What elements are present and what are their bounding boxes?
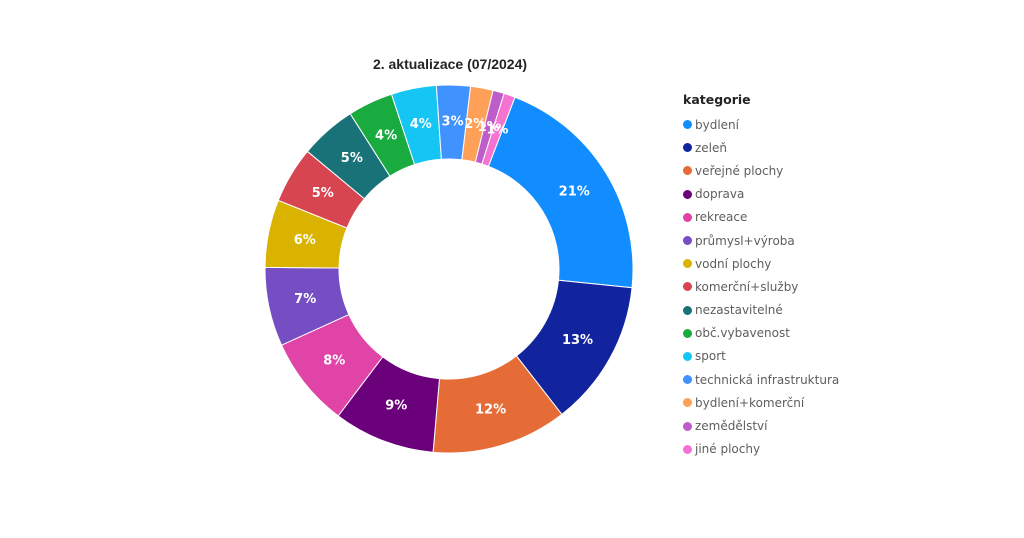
slice-labels-group: 21% 13% 12% 9% 8% 7% 6% 5% 5% 4% 4% 3% 2%1%1%	[294, 115, 593, 418]
legend-item[interactable]: bydlení	[683, 113, 943, 136]
legend-color-dot	[683, 328, 692, 338]
legend-color-dot	[683, 189, 692, 199]
slices-group	[264, 84, 634, 454]
legend-item[interactable]: zemědělství	[683, 414, 943, 437]
legend-color-dot	[683, 444, 692, 454]
legend-item[interactable]: nezastavitelné	[683, 299, 943, 322]
legend-items: bydlení zeleň veřejné plochy doprava rekreac…	[683, 113, 943, 461]
slice-data-label: 3%	[442, 115, 464, 130]
legend-color-dot	[683, 282, 692, 292]
legend-label: bydlení	[695, 117, 739, 132]
legend-label: obč.vybavenost	[695, 326, 790, 341]
legend-item[interactable]: bydlení+komerční	[683, 391, 943, 414]
legend-label: bydlení+komerční	[695, 395, 805, 410]
legend-label: veřejné plochy	[695, 163, 784, 178]
legend-item[interactable]: jiné plochy	[683, 438, 943, 461]
legend-item[interactable]: sport	[683, 345, 943, 368]
legend-color-dot	[683, 351, 692, 361]
chart-title: 2. aktualizace (07/2024)	[372, 56, 528, 72]
donut-slice[interactable]	[487, 96, 634, 289]
legend-color-dot	[683, 236, 692, 246]
slice-data-label: 4%	[410, 117, 432, 132]
legend-label: sport	[695, 349, 726, 364]
legend-label: doprava	[695, 187, 745, 202]
legend-label: jiné plochy	[695, 442, 761, 457]
slice-data-label: 4%	[375, 129, 397, 144]
slice-data-label: 13%	[562, 333, 593, 348]
legend-color-dot	[683, 421, 692, 431]
legend-label: nezastavitelné	[695, 303, 783, 318]
legend-label: zemědělství	[695, 419, 768, 434]
slice-data-label: 21%	[559, 185, 590, 200]
legend-label: vodní plochy	[695, 256, 772, 271]
legend-item[interactable]: doprava	[683, 183, 943, 206]
legend-label: rekreace	[695, 210, 748, 225]
legend-color-dot	[683, 398, 692, 408]
legend-label: zeleň	[695, 140, 728, 155]
legend-item[interactable]: technická infrastruktura	[683, 368, 943, 391]
slice-data-label: 5%	[312, 186, 334, 201]
legend-color-dot	[683, 259, 692, 269]
legend-item[interactable]: vodní plochy	[683, 252, 943, 275]
legend-color-dot	[683, 375, 692, 385]
legend: kategorie bydlení zeleň veřejné plochy dopr…	[683, 92, 943, 461]
slice-data-label: 5%	[341, 151, 363, 166]
legend-label: komerční+služby	[695, 279, 799, 294]
legend-color-dot	[683, 212, 692, 222]
slice-data-label: 6%	[294, 233, 316, 248]
slice-data-label: 9%	[385, 399, 407, 414]
legend-color-dot	[683, 166, 692, 176]
legend-item[interactable]: zeleň	[683, 136, 943, 159]
donut-slice[interactable]	[481, 92, 516, 167]
legend-title: kategorie	[683, 92, 751, 107]
legend-label: technická infrastruktura	[695, 372, 840, 387]
legend-item[interactable]: komerční+služby	[683, 275, 943, 298]
legend-color-dot	[683, 120, 692, 130]
slice-data-label: 12%	[475, 403, 506, 418]
legend-item[interactable]: obč.vybavenost	[683, 322, 943, 345]
slice-data-label: 1%	[478, 120, 500, 135]
legend-label: průmysl+výroba	[695, 233, 795, 248]
legend-color-dot	[683, 143, 692, 153]
legend-color-dot	[683, 305, 692, 315]
legend-item[interactable]: rekreace	[683, 206, 943, 229]
slice-data-label: 1%	[486, 123, 508, 138]
legend-item[interactable]: průmysl+výroba	[683, 229, 943, 252]
legend-item[interactable]: veřejné plochy	[683, 159, 943, 182]
slice-data-label: 8%	[323, 353, 345, 368]
slice-data-label: 2%	[464, 117, 486, 132]
slice-data-label: 7%	[294, 292, 316, 307]
